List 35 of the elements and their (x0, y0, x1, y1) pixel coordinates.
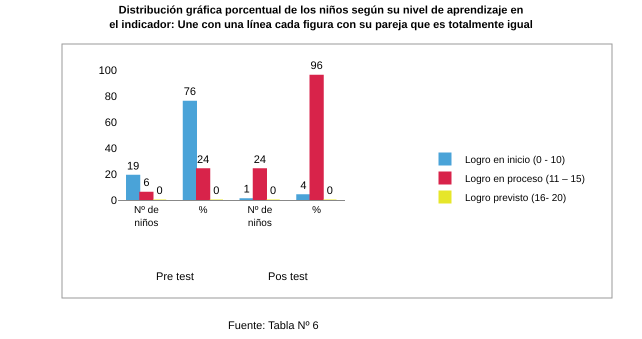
bar (182, 100, 197, 200)
y-tick-label: 60 (104, 116, 117, 129)
bar (139, 192, 154, 200)
y-tick-label: 0 (110, 194, 117, 207)
y-tick-label: 20 (104, 168, 117, 181)
data-label: 24 (254, 154, 266, 166)
data-label: 0 (270, 185, 276, 197)
y-tick-label: 100 (98, 64, 117, 77)
legend-label: Logro en inicio (0 - 10) (465, 154, 566, 166)
x-tick-label: % (198, 205, 208, 216)
data-label: 19 (127, 160, 140, 172)
data-label: 96 (310, 60, 323, 72)
x-tick-label: Nº de niños (134, 205, 160, 229)
data-label: 4 (300, 180, 306, 192)
data-label: 6 (143, 177, 150, 190)
source-note: Fuente: Tabla Nº 6 (228, 320, 319, 332)
bar (310, 74, 324, 200)
data-label: 0 (213, 185, 220, 197)
x-tick-label: Nº de niños (247, 205, 273, 229)
y-tick-label: 80 (104, 90, 117, 103)
data-label: 24 (197, 154, 210, 166)
data-label: 0 (156, 185, 163, 197)
text: Pre test (156, 271, 194, 283)
x-tick-label: % (312, 205, 322, 216)
legend-label: Logro previsto (16- 20) (465, 192, 566, 204)
y-tick-label: 40 (104, 142, 117, 155)
legend-label: Logro en proceso (11 – 15) (465, 174, 585, 185)
chart-title: Distribución gráfica porcentual de los niños según su nivel de aprendizaje en el indicador: Une con una línea cada figura con su pareja que es totalmente igual (109, 4, 533, 31)
data-label: 0 (326, 185, 333, 197)
data-label: 1 (244, 184, 250, 196)
bar (196, 168, 210, 200)
text: Pos test (268, 271, 308, 283)
data-label: 76 (184, 86, 196, 98)
bar (252, 168, 267, 200)
bar (126, 174, 140, 200)
